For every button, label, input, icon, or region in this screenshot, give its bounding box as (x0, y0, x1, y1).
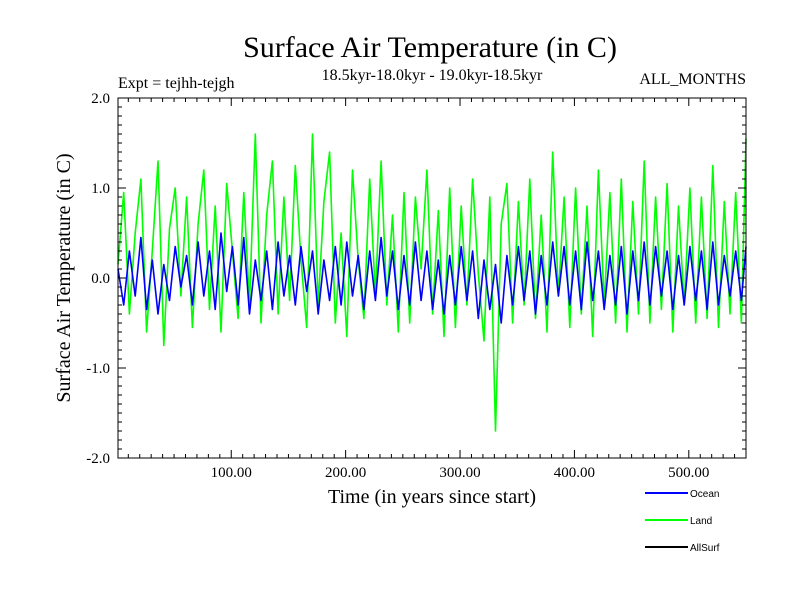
x-tick-label: 300.00 (439, 465, 480, 481)
y-tick-label: 0.0 (91, 271, 110, 287)
chart-title: Surface Air Temperature (in C) (243, 31, 617, 64)
y-tick-label: 1.0 (91, 181, 110, 197)
expt-label: Expt = tejhh-tejgh (118, 75, 235, 92)
x-tick-label: 100.00 (211, 465, 252, 481)
x-tick-label: 500.00 (668, 465, 709, 481)
axes: 100.00 200.00 300.00 400.00 500.00 2.0 1.0 0.0 -… (86, 91, 747, 481)
series-line-land (117, 133, 747, 432)
legend-label-allsurf: AllSurf (690, 543, 720, 554)
x-tick-label: 400.00 (554, 465, 595, 481)
series-line-ocean (117, 232, 747, 324)
y-tick-label: 2.0 (91, 91, 110, 107)
y-tick-label: -2.0 (86, 451, 110, 467)
legend-label-ocean: Ocean (690, 489, 719, 500)
period-label: 18.5kyr-18.0kyr - 19.0kyr-18.5kyr (322, 67, 543, 84)
legend: Ocean Land AllSurf (645, 489, 720, 554)
legend-label-land: Land (690, 516, 712, 527)
y-axis-label: Surface Air Temperature (in C) (53, 153, 75, 402)
months-label: ALL_MONTHS (639, 71, 746, 88)
x-tick-label: 200.00 (325, 465, 366, 481)
y-tick-label: -1.0 (86, 361, 110, 377)
x-axis-label: Time (in years since start) (328, 486, 536, 508)
plot-area (117, 133, 747, 432)
chart-title-group: Surface Air Temperature (in C) Expt = te… (118, 31, 746, 92)
